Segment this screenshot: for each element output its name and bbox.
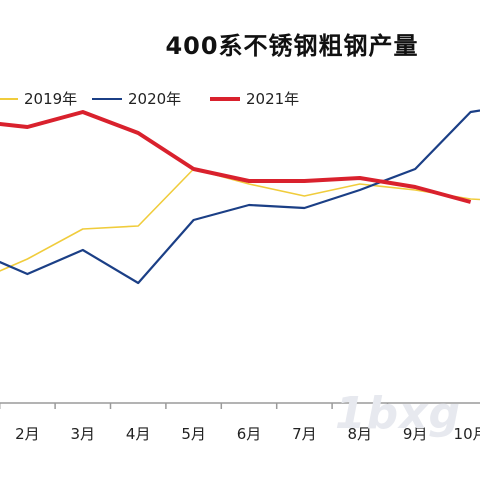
legend-label-2020: 2020年 <box>128 90 182 108</box>
series-line-2020年 <box>0 109 480 285</box>
legend-label-2021: 2021年 <box>246 90 300 108</box>
x-tick-label: 5月 <box>181 425 206 443</box>
x-tick-label: 7月 <box>292 425 317 443</box>
chart-title: 400系不锈钢粗钢产量 <box>165 32 419 60</box>
watermark-logo: 1bxg <box>335 388 461 439</box>
x-tick-label: 10月 <box>454 425 480 443</box>
x-tick-label: 4月 <box>126 425 151 443</box>
x-tick-label: 6月 <box>237 425 262 443</box>
x-tick-label: 8月 <box>348 425 373 443</box>
x-tick-label: 2月 <box>15 425 40 443</box>
legend-swatch-2021 <box>210 96 240 101</box>
legend-item-2021: 2021年 <box>210 88 299 109</box>
legend-swatch-2020 <box>92 97 122 100</box>
legend-item-2019: 2019年 <box>0 88 77 109</box>
legend-label-2019: 2019年 <box>24 90 78 108</box>
x-tick-label: 9月 <box>403 425 428 443</box>
legend-swatch-2019 <box>0 97 18 100</box>
legend-item-2020: 2020年 <box>92 88 181 109</box>
series-line-2021年 <box>0 110 472 204</box>
x-tick-label: 3月 <box>71 425 96 443</box>
